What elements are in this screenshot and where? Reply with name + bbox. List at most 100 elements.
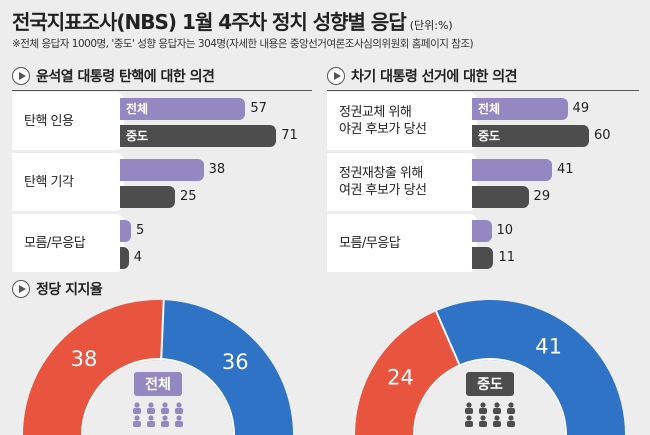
group-label: 중도: [477, 377, 503, 393]
person-body: [479, 408, 487, 414]
bar-value: 25: [180, 189, 197, 204]
category-label: 모름/무응답: [339, 235, 401, 251]
person-body: [147, 421, 155, 427]
person-body: [479, 421, 487, 427]
play-icon: [327, 67, 345, 85]
person-body: [465, 408, 473, 414]
gauge-inner-ring: [83, 360, 233, 435]
ppp-name: 국민의힘: [379, 394, 419, 408]
bar-mid: 중도: [472, 125, 589, 147]
category-label: 정권재창출 위해 여권 후보가 당선: [339, 166, 427, 198]
person-head: [148, 415, 154, 421]
bar-all: 전체: [472, 98, 568, 120]
category-row-bg: [12, 92, 124, 150]
legend-label: 중도: [478, 129, 501, 143]
person-head: [162, 415, 168, 421]
bar-all: [472, 159, 552, 181]
bar-all: [120, 159, 204, 181]
bar-mid: [120, 186, 175, 208]
person-head: [508, 402, 514, 408]
election-bar-chart: 정권교체 위해 야권 후보가 당선 전체 49 중도 60 정권재창출 위해 여권 후보가 당…: [327, 92, 639, 272]
person-body: [465, 421, 473, 427]
legend-label: 전체: [478, 102, 501, 116]
category-label: 정권교체 위해 야권 후보가 당선: [339, 105, 427, 137]
person-head: [134, 402, 140, 408]
group-label: 전체: [145, 376, 171, 393]
person-head: [494, 402, 500, 408]
bar-mid: [472, 186, 529, 208]
person-body: [161, 408, 169, 414]
person-head: [508, 415, 514, 421]
bar-value: 10: [496, 223, 514, 238]
bar-value: 38: [208, 162, 226, 177]
group-label-box: [134, 372, 182, 396]
dp-value: 36: [222, 350, 249, 374]
bar-value: 29: [533, 189, 551, 204]
play-icon: [12, 280, 30, 298]
bar-value: 71: [281, 128, 298, 143]
category-row-bg: [12, 214, 124, 272]
person-body: [133, 408, 141, 414]
bar-value: 60: [594, 128, 611, 143]
legend-label: 중도: [126, 129, 149, 143]
people-icon: [133, 402, 183, 427]
person-head: [480, 415, 486, 421]
play-icon: [12, 67, 30, 85]
gauge-inner-ring: [415, 360, 565, 435]
survey-note: ※전체 응답자 1000명, '중도' 성향 응답자는 304명(자세한 내용은…: [12, 38, 474, 50]
person-body: [507, 408, 515, 414]
group-label-box: [466, 372, 514, 396]
bar-value: 41: [556, 162, 574, 177]
dp-name: 민주당: [230, 396, 269, 413]
divider: [327, 90, 639, 91]
person-body: [175, 408, 183, 414]
person-head: [134, 415, 140, 421]
category-label: 탄핵 인용: [24, 113, 74, 129]
category-label: 모름/무응답: [24, 235, 86, 251]
person-body: [175, 421, 183, 427]
dp-value: 41: [535, 334, 562, 358]
person-body: [147, 408, 155, 414]
person-head: [176, 402, 182, 408]
ppp-value: 38: [71, 347, 98, 371]
bar-mid: 중도: [120, 125, 277, 147]
section-election-heading: 차기 대통령 선거에 대한 의견: [327, 66, 518, 86]
category-label: 탄핵 기각: [24, 174, 74, 190]
bar-mid: [120, 247, 129, 269]
category-row-bg: [12, 153, 124, 211]
party-support-gauges: 38 36 국민의힘 민주당 전체 24 41 국민의힘 민주당 중도: [23, 300, 625, 435]
category-row-bg: [327, 214, 477, 272]
person-head: [466, 415, 472, 421]
section-impeach-heading: 윤석열 대통령 탄핵에 대한 의견: [12, 66, 215, 86]
person-head: [162, 402, 168, 408]
category-row-bg: [327, 92, 477, 150]
person-body: [133, 421, 141, 427]
page-title: 전국지표조사(NBS) 1월 4주차 정치 성향별 응답 (단위:%): [12, 10, 453, 34]
person-body: [493, 421, 501, 427]
person-head: [494, 415, 500, 421]
person-body: [493, 408, 501, 414]
bar-all: 전체: [120, 98, 246, 120]
person-head: [480, 402, 486, 408]
bar-all: [120, 220, 131, 242]
divider: [12, 90, 312, 91]
bar-all: [472, 220, 492, 242]
bar-value: 11: [498, 250, 515, 265]
category-row-bg: [327, 153, 477, 211]
person-body: [161, 421, 169, 427]
bar-value: 4: [133, 250, 143, 265]
person-head: [466, 402, 472, 408]
bar-mid: [472, 247, 494, 269]
bar-value: 5: [136, 223, 145, 238]
person-body: [507, 421, 515, 427]
unit-label: (단위:%): [409, 19, 453, 32]
ppp-name: 국민의힘: [47, 394, 87, 408]
impeach-bar-chart: 탄핵 인용 전체 57 중도 71 탄핵 기각 38 25 모름/무응답 5 4: [12, 92, 312, 272]
ppp-value: 24: [387, 365, 414, 389]
legend-label: 전체: [126, 102, 149, 116]
bar-value: 49: [572, 101, 590, 116]
people-icon: [465, 402, 515, 427]
person-head: [148, 402, 154, 408]
section-party-heading: 정당 지지율: [12, 279, 103, 299]
